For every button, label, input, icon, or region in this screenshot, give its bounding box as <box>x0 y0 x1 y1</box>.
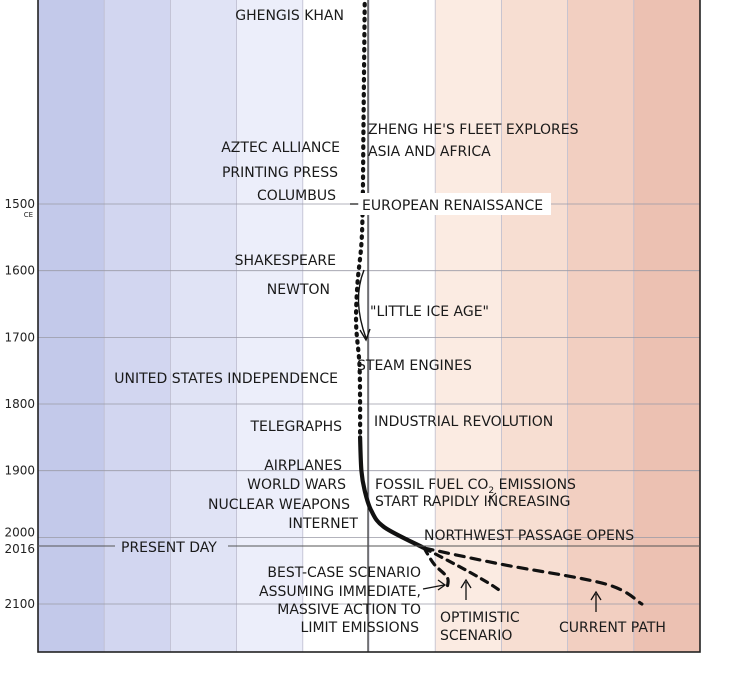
best-case-projection-line <box>422 546 450 589</box>
tick-label-1900: 1900 <box>4 464 35 478</box>
tick-label-2016: 2016 <box>4 542 35 556</box>
band-6 <box>435 0 502 652</box>
tick-label-1800: 1800 <box>4 397 35 411</box>
label-optimistic-2: SCENARIO <box>440 628 512 644</box>
historical-temperature-dotted-line <box>353 1 367 440</box>
label-zheng-he-1: ZHENG HE'S FLEET EXPLORES <box>368 122 579 138</box>
renaissance-label-bg <box>359 193 551 215</box>
current-path-arrowhead <box>590 590 602 601</box>
tick-label-1500: 1500 <box>4 197 35 211</box>
tick-label-1700: 1700 <box>4 330 35 344</box>
current-path-projection-line <box>422 546 644 606</box>
best-case-arrow <box>422 584 445 590</box>
optimistic-projection-line <box>422 546 502 593</box>
label-fossil-fuel-1: FOSSIL FUEL CO2 EMISSIONS <box>375 477 576 496</box>
label-optimistic-1: OPTIMISTIC <box>440 610 520 626</box>
label-airplanes: AIRPLANES <box>264 458 342 474</box>
label-fossil-fuel-1b: EMISSIONS <box>494 477 576 493</box>
band-3 <box>236 0 304 652</box>
temperature-bands <box>38 0 701 652</box>
label-steam-engines: STEAM ENGINES <box>357 358 472 374</box>
annotations: GHENGIS KHAN ZHENG HE'S FLEET EXPLORES A… <box>114 8 666 644</box>
label-industrial-revolution: INDUSTRIAL REVOLUTION <box>374 414 553 430</box>
label-newton: NEWTON <box>267 282 330 298</box>
label-internet: INTERNET <box>288 516 358 532</box>
band-4 <box>302 0 370 652</box>
label-fossil-fuel-2: START RAPIDLY INCREASING <box>375 494 571 510</box>
label-little-ice-age: "LITTLE ICE AGE" <box>370 304 489 320</box>
plot-frame <box>37 0 701 653</box>
tick-label-2100: 2100 <box>4 597 35 611</box>
label-best-case-2: ASSUMING IMMEDIATE, <box>259 584 421 600</box>
best-case-arrowhead <box>437 579 447 591</box>
band-0 <box>38 0 105 652</box>
band-2 <box>170 0 238 652</box>
fossil-sub-arrow <box>487 492 497 503</box>
label-printing-press: PRINTING PRESS <box>222 165 338 181</box>
label-best-case-1: BEST-CASE SCENARIO <box>267 565 421 581</box>
band-5 <box>369 0 436 652</box>
tick-label-1600: 1600 <box>4 264 35 278</box>
band-7 <box>501 0 569 652</box>
band-1 <box>104 0 171 652</box>
label-current-path: CURRENT PATH <box>559 620 666 636</box>
label-present-day: PRESENT DAY <box>121 540 217 556</box>
label-fossil-fuel-sub: 2 <box>488 486 494 496</box>
label-telegraphs: TELEGRAPHS <box>250 419 343 435</box>
label-nuclear-weapons: NUCLEAR WEAPONS <box>208 497 350 513</box>
label-best-case-4: LIMIT EMISSIONS <box>301 620 420 636</box>
band-9 <box>633 0 701 652</box>
label-zheng-he-2: ASIA AND AFRICA <box>368 144 491 160</box>
label-aztec-alliance: AZTEC ALLIANCE <box>221 140 340 156</box>
label-ghengis-khan: GHENGIS KHAN <box>235 8 344 24</box>
optimistic-arrowhead <box>460 578 472 589</box>
label-fossil-fuel-1a: FOSSIL FUEL CO <box>375 477 488 493</box>
label-european-renaissance: EUROPEAN RENAISSANCE <box>362 198 543 214</box>
label-northwest-passage: NORTHWEST PASSAGE OPENS <box>424 528 634 544</box>
little-ice-age-arrowhead <box>359 328 371 342</box>
tick-label-2000: 2000 <box>4 525 35 539</box>
label-us-independence: UNITED STATES INDEPENDENCE <box>114 371 338 387</box>
observed-temperature-line <box>357 435 427 551</box>
label-columbus: COLUMBUS <box>257 188 336 204</box>
little-ice-age-arrow <box>357 269 367 339</box>
label-best-case-3: MASSIVE ACTION TO <box>277 602 421 618</box>
band-8 <box>567 0 635 652</box>
tick-sublabel-1500: CE <box>24 211 33 219</box>
label-world-wars: WORLD WARS <box>247 477 346 493</box>
label-shakespeare: SHAKESPEARE <box>235 253 336 269</box>
